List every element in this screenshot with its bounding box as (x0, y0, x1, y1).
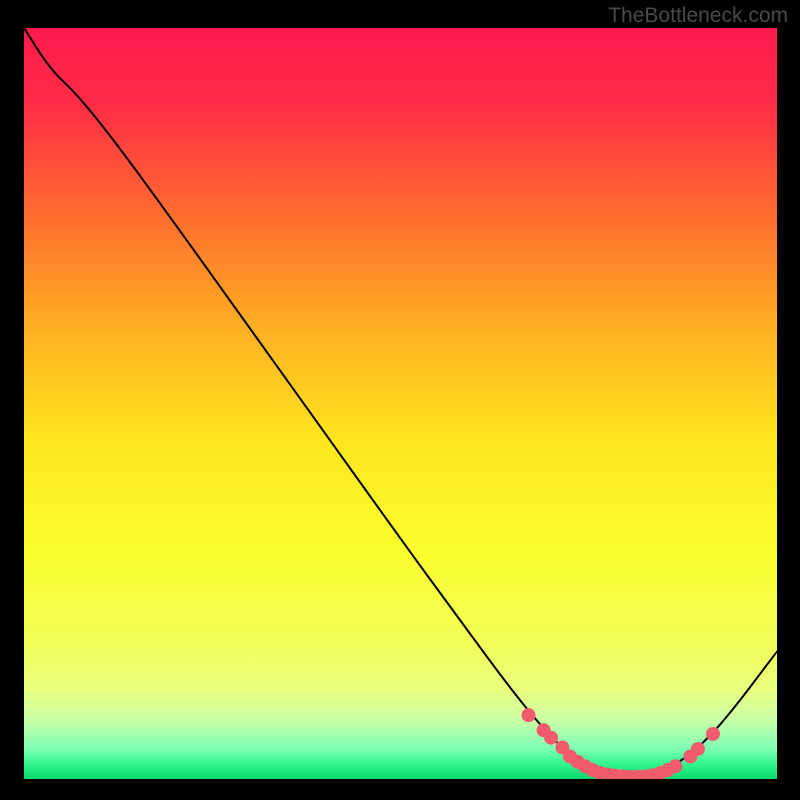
data-marker (706, 727, 720, 741)
bottleneck-chart (24, 28, 777, 779)
data-marker (522, 708, 536, 722)
gradient-background (24, 28, 777, 779)
plot-area (24, 28, 777, 779)
data-marker (668, 759, 682, 773)
data-marker (691, 742, 705, 756)
watermark-text: TheBottleneck.com (608, 4, 788, 28)
data-marker (544, 731, 558, 745)
